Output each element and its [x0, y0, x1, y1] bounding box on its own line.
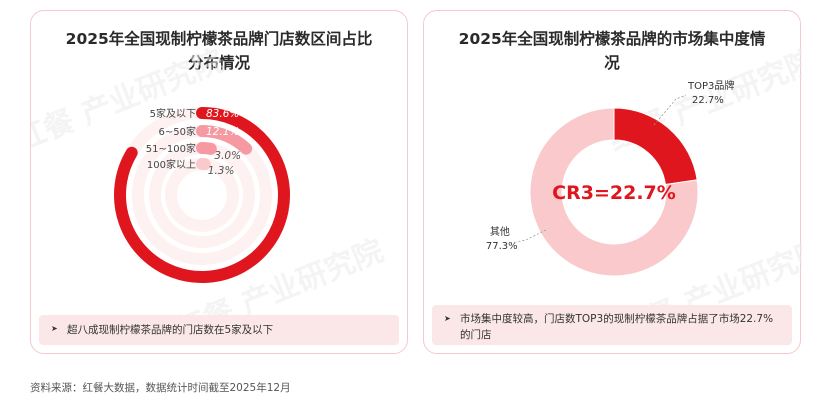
category-label: 100家以上: [147, 158, 196, 171]
arrow-right-icon: ➤: [51, 324, 58, 333]
slice-value-label: 77.3%: [486, 241, 518, 252]
slice-category-label: TOP3品牌: [687, 79, 734, 92]
right-insight-text: 市场集中度较高，门店数TOP3的现制柠檬茶品牌占据了市场22.7%的门店: [460, 313, 774, 341]
radial-track: [165, 158, 239, 232]
category-label: 6~50家: [159, 125, 196, 138]
arrow-right-icon: ➤: [444, 314, 451, 323]
right-insight-note: ➤ 市场集中度较高，门店数TOP3的现制柠檬茶品牌占据了市场22.7%的门店: [432, 305, 792, 345]
slice-value-label: 22.7%: [692, 95, 724, 106]
right-chart-title: 2025年全国现制柠檬茶品牌的市场集中度情况: [458, 30, 766, 72]
value-label: 12.1%: [206, 126, 239, 138]
donut-center-label: CR3=22.7%: [552, 182, 676, 204]
left-insight-note: ➤ 超八成现制柠檬茶品牌的门店数在5家及以下: [39, 315, 399, 345]
radial-track: [132, 125, 272, 265]
radial-track: [149, 142, 255, 248]
data-source: 资料来源：红餐大数据，数据统计时间截至2025年12月: [30, 382, 291, 394]
category-label: 5家及以下: [150, 107, 196, 120]
category-label: 51~100家: [146, 142, 196, 155]
slice-category-label: 其他: [490, 225, 510, 238]
left-insight-text: 超八成现制柠檬茶品牌的门店数在5家及以下: [67, 324, 274, 336]
radial-bar-1: [114, 107, 290, 283]
radial-bar-3: [196, 141, 217, 155]
leader-line: [515, 229, 547, 243]
left-chart-title: 2025年全国现制柠檬茶品牌门店数区间占比分布情况: [65, 30, 373, 72]
left-chart-card: 2025年全国现制柠檬茶品牌门店数区间占比分布情况 红餐 产业研究院 红餐 产业研…: [30, 10, 408, 354]
value-label: 3.0%: [214, 150, 241, 162]
donut-slice-2: [529, 107, 699, 277]
value-label: 1.3%: [208, 165, 235, 177]
leader-line: [653, 94, 687, 126]
watermark-text: 红餐 产业研究院: [31, 43, 228, 158]
value-label: 83.6%: [206, 108, 239, 120]
radial-bar-2: [196, 125, 253, 155]
